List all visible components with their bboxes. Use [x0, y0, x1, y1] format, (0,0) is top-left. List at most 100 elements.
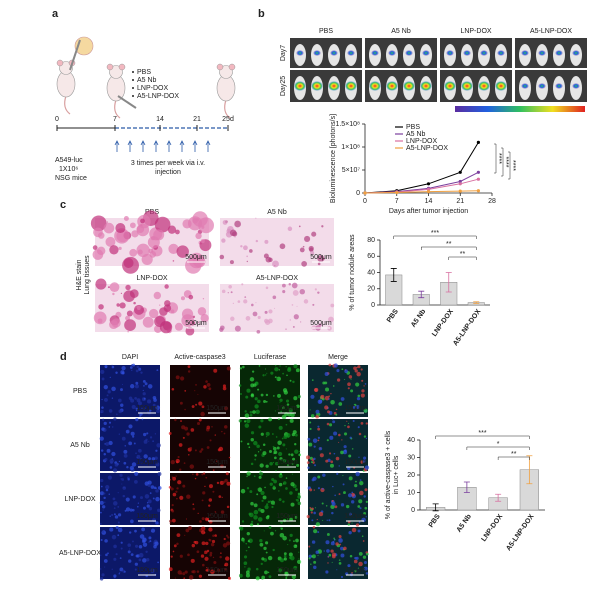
- texture: [134, 471, 139, 476]
- texture: [285, 487, 288, 490]
- texture: [137, 401, 142, 406]
- texture: [274, 307, 276, 309]
- texture: [249, 490, 253, 494]
- texture: [340, 450, 344, 455]
- texture: [142, 379, 146, 383]
- texture: [265, 400, 268, 403]
- texture: [340, 546, 344, 551]
- ivis-signal: [422, 50, 430, 56]
- texture: [144, 494, 150, 499]
- texture: [107, 552, 109, 555]
- texture: [176, 487, 179, 490]
- texture: [285, 477, 288, 479]
- texture: [326, 439, 329, 442]
- row-label: PBS: [73, 388, 87, 395]
- texture: [153, 229, 165, 241]
- texture: [309, 507, 312, 509]
- texture: [317, 487, 321, 490]
- bullet: [132, 95, 134, 97]
- texture: [355, 480, 357, 483]
- texture: [364, 506, 368, 510]
- texture: [274, 452, 276, 454]
- texture: [190, 558, 195, 563]
- texture: [152, 403, 156, 407]
- texture: [328, 398, 330, 400]
- texture: [319, 447, 321, 449]
- mouse-ear: [106, 63, 114, 71]
- texture: [143, 407, 146, 410]
- legend-label: A5-LNP-DOX: [406, 145, 448, 152]
- texture: [268, 417, 272, 422]
- texture: [330, 460, 334, 464]
- texture: [206, 567, 208, 569]
- texture: [131, 404, 136, 410]
- scale-bar-label: 150μm: [344, 513, 366, 520]
- texture: [354, 484, 358, 488]
- texture: [272, 548, 275, 552]
- texture: [142, 392, 146, 396]
- texture: [255, 302, 257, 304]
- texture: [325, 505, 328, 507]
- y-tick-label: 0: [371, 302, 375, 309]
- texture: [147, 384, 153, 389]
- treatment-group: PBS: [137, 69, 151, 76]
- texture: [348, 375, 353, 379]
- texture: [319, 399, 323, 403]
- texture: [262, 451, 267, 456]
- texture: [201, 517, 205, 521]
- texture: [240, 245, 243, 248]
- texture: [135, 381, 139, 385]
- texture: [168, 243, 179, 255]
- texture: [309, 409, 311, 411]
- texture: [349, 436, 352, 439]
- texture: [110, 461, 113, 464]
- x-tick-label: 7: [395, 198, 399, 205]
- texture: [357, 394, 361, 398]
- texture: [223, 432, 226, 435]
- y-tick-label: 10: [407, 489, 415, 496]
- ivis-signal: [572, 50, 580, 56]
- texture: [253, 475, 256, 478]
- texture: [194, 390, 196, 392]
- texture: [286, 403, 290, 406]
- texture: [136, 454, 141, 459]
- texture: [103, 429, 106, 432]
- micrograph: [308, 473, 368, 525]
- texture: [307, 466, 310, 469]
- texture: [313, 511, 316, 515]
- texture: [174, 322, 183, 331]
- texture: [99, 436, 104, 441]
- texture: [104, 566, 106, 568]
- texture: [360, 393, 365, 398]
- texture: [299, 247, 305, 253]
- texture: [358, 456, 360, 458]
- texture: [111, 365, 115, 369]
- error-bar: [473, 301, 480, 304]
- texture: [260, 432, 264, 436]
- texture: [118, 433, 120, 435]
- texture: [363, 456, 367, 460]
- texture: [272, 445, 275, 448]
- texture: [352, 405, 356, 409]
- texture: [191, 543, 196, 548]
- texture: [361, 535, 364, 537]
- legend-label: PBS: [406, 124, 420, 131]
- texture: [223, 406, 229, 411]
- texture: [99, 577, 104, 581]
- texture: [297, 395, 301, 399]
- texture: [221, 289, 226, 294]
- texture: [150, 528, 156, 533]
- texture: [99, 500, 104, 505]
- image-title: LNP-DOX: [136, 275, 167, 282]
- texture: [208, 484, 213, 489]
- texture: [145, 558, 150, 562]
- texture: [179, 401, 183, 405]
- texture: [335, 456, 340, 461]
- texture: [131, 230, 139, 238]
- group-header: A5-LNP-DOX: [530, 28, 572, 35]
- texture: [154, 433, 157, 435]
- texture: [184, 426, 189, 431]
- texture: [145, 550, 148, 553]
- texture: [269, 462, 273, 466]
- texture: [184, 408, 186, 411]
